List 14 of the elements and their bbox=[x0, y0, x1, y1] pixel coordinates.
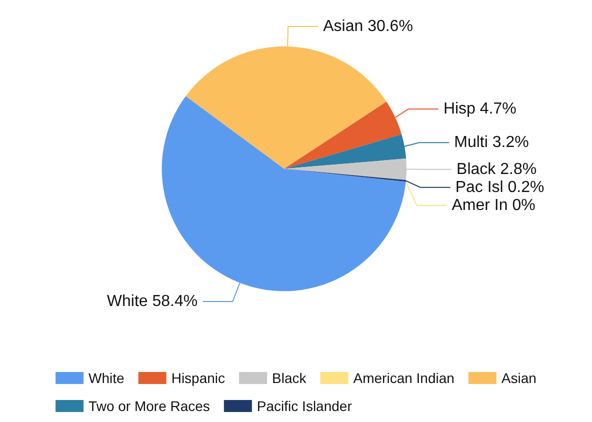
data-label: White 58.4% bbox=[106, 293, 198, 310]
data-label: Black 2.8% bbox=[456, 160, 537, 178]
text: Amer In 0% bbox=[452, 196, 536, 214]
data-label: Asian 30.6% bbox=[323, 18, 413, 35]
data-label: Hisp 4.7% bbox=[443, 100, 516, 118]
legend-label: American Indian bbox=[353, 370, 454, 386]
data-label: Multi 3.2% bbox=[454, 134, 529, 152]
data-label: Pac Isl 0.2% bbox=[455, 178, 544, 196]
legend-label: Pacific Islander bbox=[256, 398, 352, 414]
legend-label: Black bbox=[272, 370, 308, 386]
legend-label: Two or More Races bbox=[88, 398, 210, 414]
legend-label: Hispanic bbox=[171, 370, 226, 386]
legend-label: White bbox=[88, 370, 125, 386]
legend-label: Asian bbox=[501, 370, 536, 386]
